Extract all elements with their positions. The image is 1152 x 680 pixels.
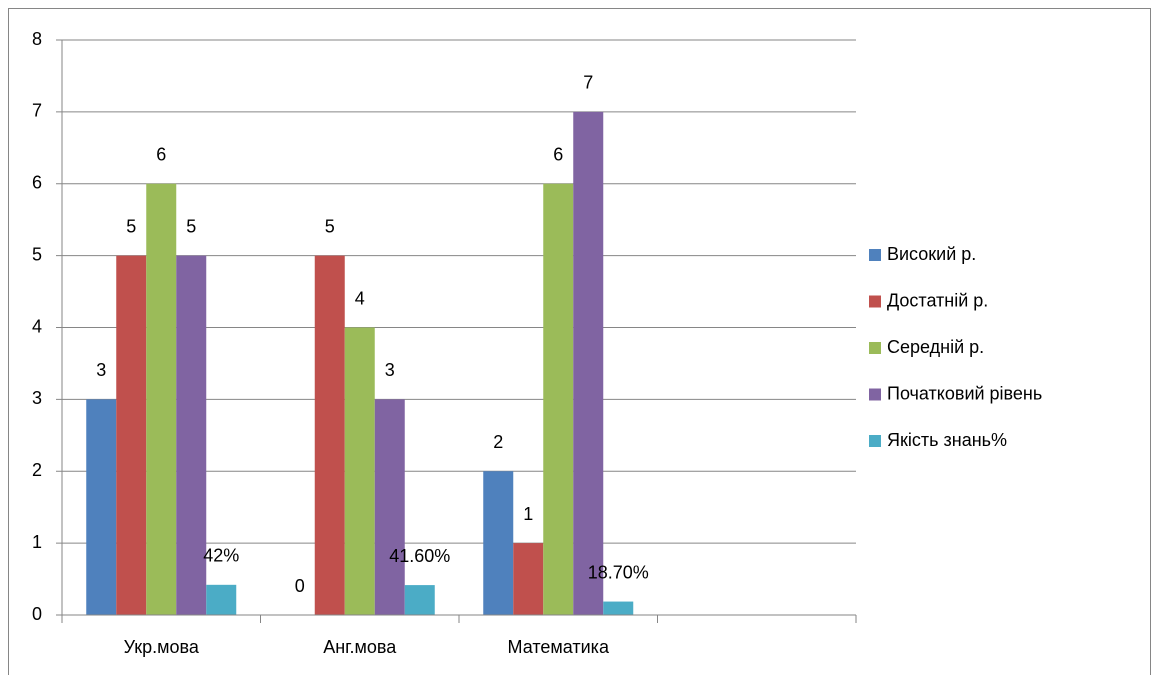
legend-label: Середній р. <box>887 337 984 357</box>
y-tick-label: 5 <box>32 244 42 264</box>
x-tick-label: Укр.мова <box>124 637 200 657</box>
data-label: 3 <box>385 360 395 380</box>
legend-label: Високий р. <box>887 244 976 264</box>
data-label: 41.60% <box>389 546 450 566</box>
legend-swatch <box>869 295 881 308</box>
y-tick-label: 8 <box>32 29 42 49</box>
data-label: 4 <box>355 288 365 308</box>
legend-swatch <box>869 388 881 401</box>
data-label: 5 <box>126 216 136 236</box>
y-tick-label: 7 <box>32 101 42 121</box>
y-tick-label: 2 <box>32 460 42 480</box>
bar <box>314 255 345 615</box>
bar <box>176 255 207 615</box>
data-label: 18.70% <box>588 562 649 582</box>
bar <box>374 399 405 615</box>
bar <box>543 183 574 615</box>
bar <box>146 183 177 615</box>
legend-label: Достатній р. <box>887 290 988 310</box>
bar <box>206 584 237 615</box>
data-label: 5 <box>186 216 196 236</box>
data-label: 6 <box>553 145 563 165</box>
bar <box>483 471 514 615</box>
x-tick-label: Анг.мова <box>323 637 397 657</box>
bar <box>344 327 375 615</box>
y-tick-label: 1 <box>32 532 42 552</box>
data-label: 1 <box>523 504 533 524</box>
y-tick-label: 3 <box>32 388 42 408</box>
legend-swatch <box>869 249 881 261</box>
bar <box>86 399 117 615</box>
legend-label: Якість знань% <box>887 430 1007 450</box>
data-label: 6 <box>156 145 166 165</box>
data-label: 5 <box>325 216 335 236</box>
bar <box>603 601 634 615</box>
data-label: 42% <box>203 546 239 566</box>
data-label: 7 <box>583 73 593 93</box>
data-label: 3 <box>96 360 106 380</box>
legend-swatch <box>869 435 881 447</box>
bar <box>404 585 435 615</box>
x-tick-label: Математика <box>508 637 610 657</box>
data-label: 0 <box>295 576 305 596</box>
bar <box>116 255 147 615</box>
bar <box>513 543 544 615</box>
data-label: 2 <box>493 432 503 452</box>
y-tick-label: 6 <box>32 173 42 193</box>
y-tick-label: 0 <box>32 604 42 624</box>
bar <box>573 111 604 615</box>
legend-label: Початковий рівень <box>887 383 1042 403</box>
y-tick-label: 4 <box>32 316 42 336</box>
legend-swatch <box>869 342 881 354</box>
